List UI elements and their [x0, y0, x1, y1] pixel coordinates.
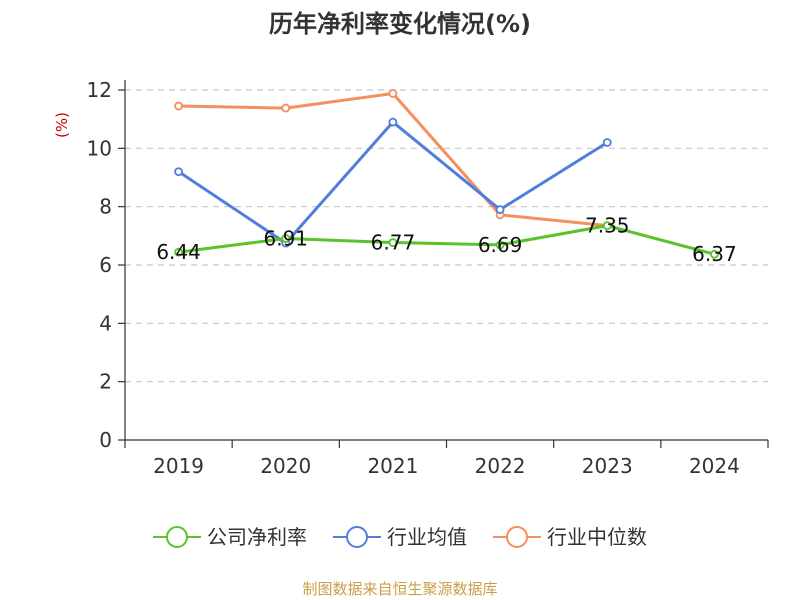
y-axis-unit: (%) [53, 112, 71, 138]
legend-label: 行业均值 [387, 525, 467, 549]
data-point [388, 117, 398, 127]
y-tick-label: 8 [99, 195, 112, 219]
data-point [174, 101, 183, 111]
data-point [710, 249, 719, 259]
grid-lines [125, 89, 768, 383]
legend-symbol-marker [346, 526, 368, 548]
data-label: 6.37 [692, 242, 737, 266]
data-point [388, 89, 398, 98]
x-tick-label: 2022 [475, 454, 526, 478]
data-label: 6.69 [478, 233, 523, 257]
axes: 0 2 4 6 8 10 12 2019 2020 2021 2022 2023 2024 [87, 78, 769, 478]
source-note: 制图数据来自恒生聚源数据库 [302, 580, 497, 598]
y-tick-label: 12 [87, 78, 112, 102]
series-lines [174, 89, 719, 259]
data-point [281, 103, 291, 113]
data-label: 6.91 [263, 226, 308, 250]
legend-symbol-marker [506, 526, 528, 548]
x-tick-label: 2020 [260, 454, 311, 478]
data-label: 6.77 [371, 231, 416, 255]
data-labels: 6.44 6.91 6.77 6.69 7.35 6.37 [156, 214, 736, 267]
series-line [178, 224, 715, 256]
data-point [602, 221, 612, 231]
y-tick-label: 4 [99, 311, 112, 335]
y-tick-label: 10 [87, 136, 112, 160]
data-point [602, 138, 612, 147]
x-tick-label: 2019 [153, 454, 204, 478]
chart-title: 历年净利率变化情况(%) [269, 10, 531, 38]
legend-label: 公司净利率 [207, 525, 307, 549]
series-line [178, 92, 608, 228]
data-point [495, 240, 505, 250]
data-point [388, 238, 398, 247]
x-tick-label: 2023 [582, 454, 633, 478]
legend-label: 行业中位数 [547, 525, 647, 549]
data-point [174, 247, 183, 257]
x-tick-label: 2024 [689, 454, 740, 478]
data-label: 6.44 [156, 240, 201, 264]
data-label: 7.35 [585, 214, 630, 238]
y-tick-label: 2 [99, 370, 112, 394]
data-point [495, 205, 505, 214]
legend: 公司净利率 行业均值 行业中位数 [153, 525, 647, 549]
data-point [281, 234, 291, 243]
x-tick-label: 2021 [367, 454, 418, 478]
y-tick-label: 0 [99, 428, 112, 452]
legend-symbol-marker [166, 526, 188, 548]
y-tick-label: 6 [99, 253, 112, 277]
series-line [177, 120, 609, 245]
data-point [174, 167, 183, 177]
